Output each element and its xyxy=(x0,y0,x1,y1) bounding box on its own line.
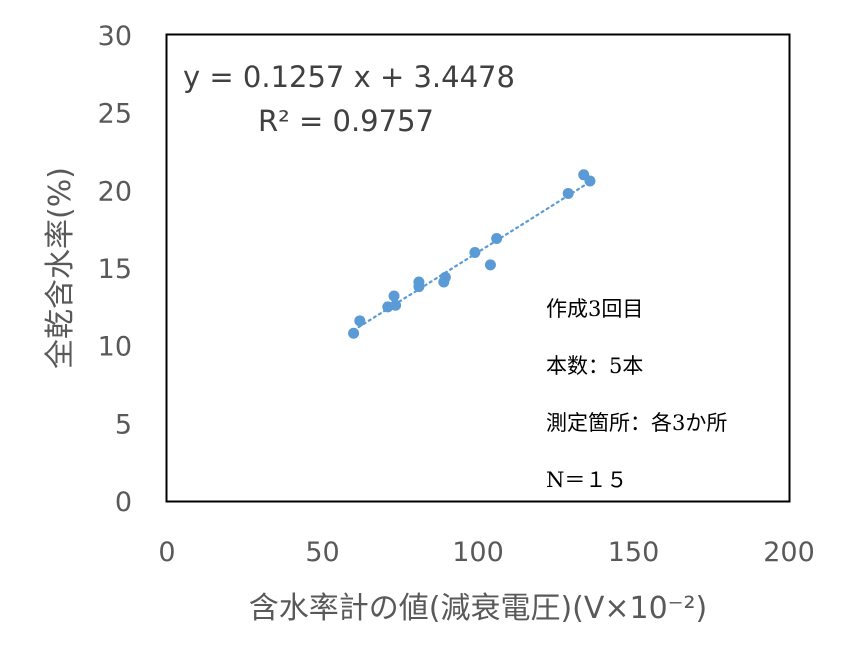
y-tick-labels: 0 5 10 15 20 25 30 xyxy=(98,21,132,518)
x-tick-labels: 0 50 100 150 200 xyxy=(158,537,814,568)
y-tick-label: 5 xyxy=(115,409,132,440)
x-tick-label: 50 xyxy=(305,537,339,568)
annotation-locations: 測定箇所：各3か所 xyxy=(546,411,727,435)
plot-frame xyxy=(165,33,791,503)
y-tick-label: 20 xyxy=(98,176,132,207)
data-point xyxy=(348,327,360,339)
data-point xyxy=(388,290,400,302)
y-tick-label: 10 xyxy=(98,332,132,363)
x-tick-label: 200 xyxy=(763,537,815,568)
data-point xyxy=(439,271,451,283)
annotation-run: 作成3回目 xyxy=(546,297,643,321)
x-tick-label: 0 xyxy=(158,537,175,568)
data-points xyxy=(348,169,596,339)
r-squared-label: R² = 0.9757 xyxy=(258,104,434,138)
y-axis-title: 全乾含水率(%) xyxy=(43,167,78,369)
y-tick-label: 0 xyxy=(115,487,132,518)
data-point xyxy=(469,246,481,258)
y-tick-label: 25 xyxy=(98,99,132,130)
annotation-count: 本数：5本 xyxy=(546,354,643,378)
y-tick-label: 30 xyxy=(98,21,132,52)
data-point xyxy=(562,187,574,199)
x-tick-label: 100 xyxy=(452,537,504,568)
data-point xyxy=(390,299,402,311)
data-point xyxy=(484,259,496,271)
data-point xyxy=(413,281,425,293)
x-axis-title: 含水率計の値(減衰電圧)(V×10⁻²) xyxy=(249,591,708,626)
data-point xyxy=(584,175,596,187)
annotation-n: N＝１５ xyxy=(546,468,627,492)
trendline-equation: y = 0.1257 x + 3.4478 xyxy=(183,60,515,94)
data-point xyxy=(354,315,366,327)
data-point xyxy=(491,232,503,244)
x-tick-label: 150 xyxy=(608,537,660,568)
y-tick-label: 15 xyxy=(98,254,132,285)
